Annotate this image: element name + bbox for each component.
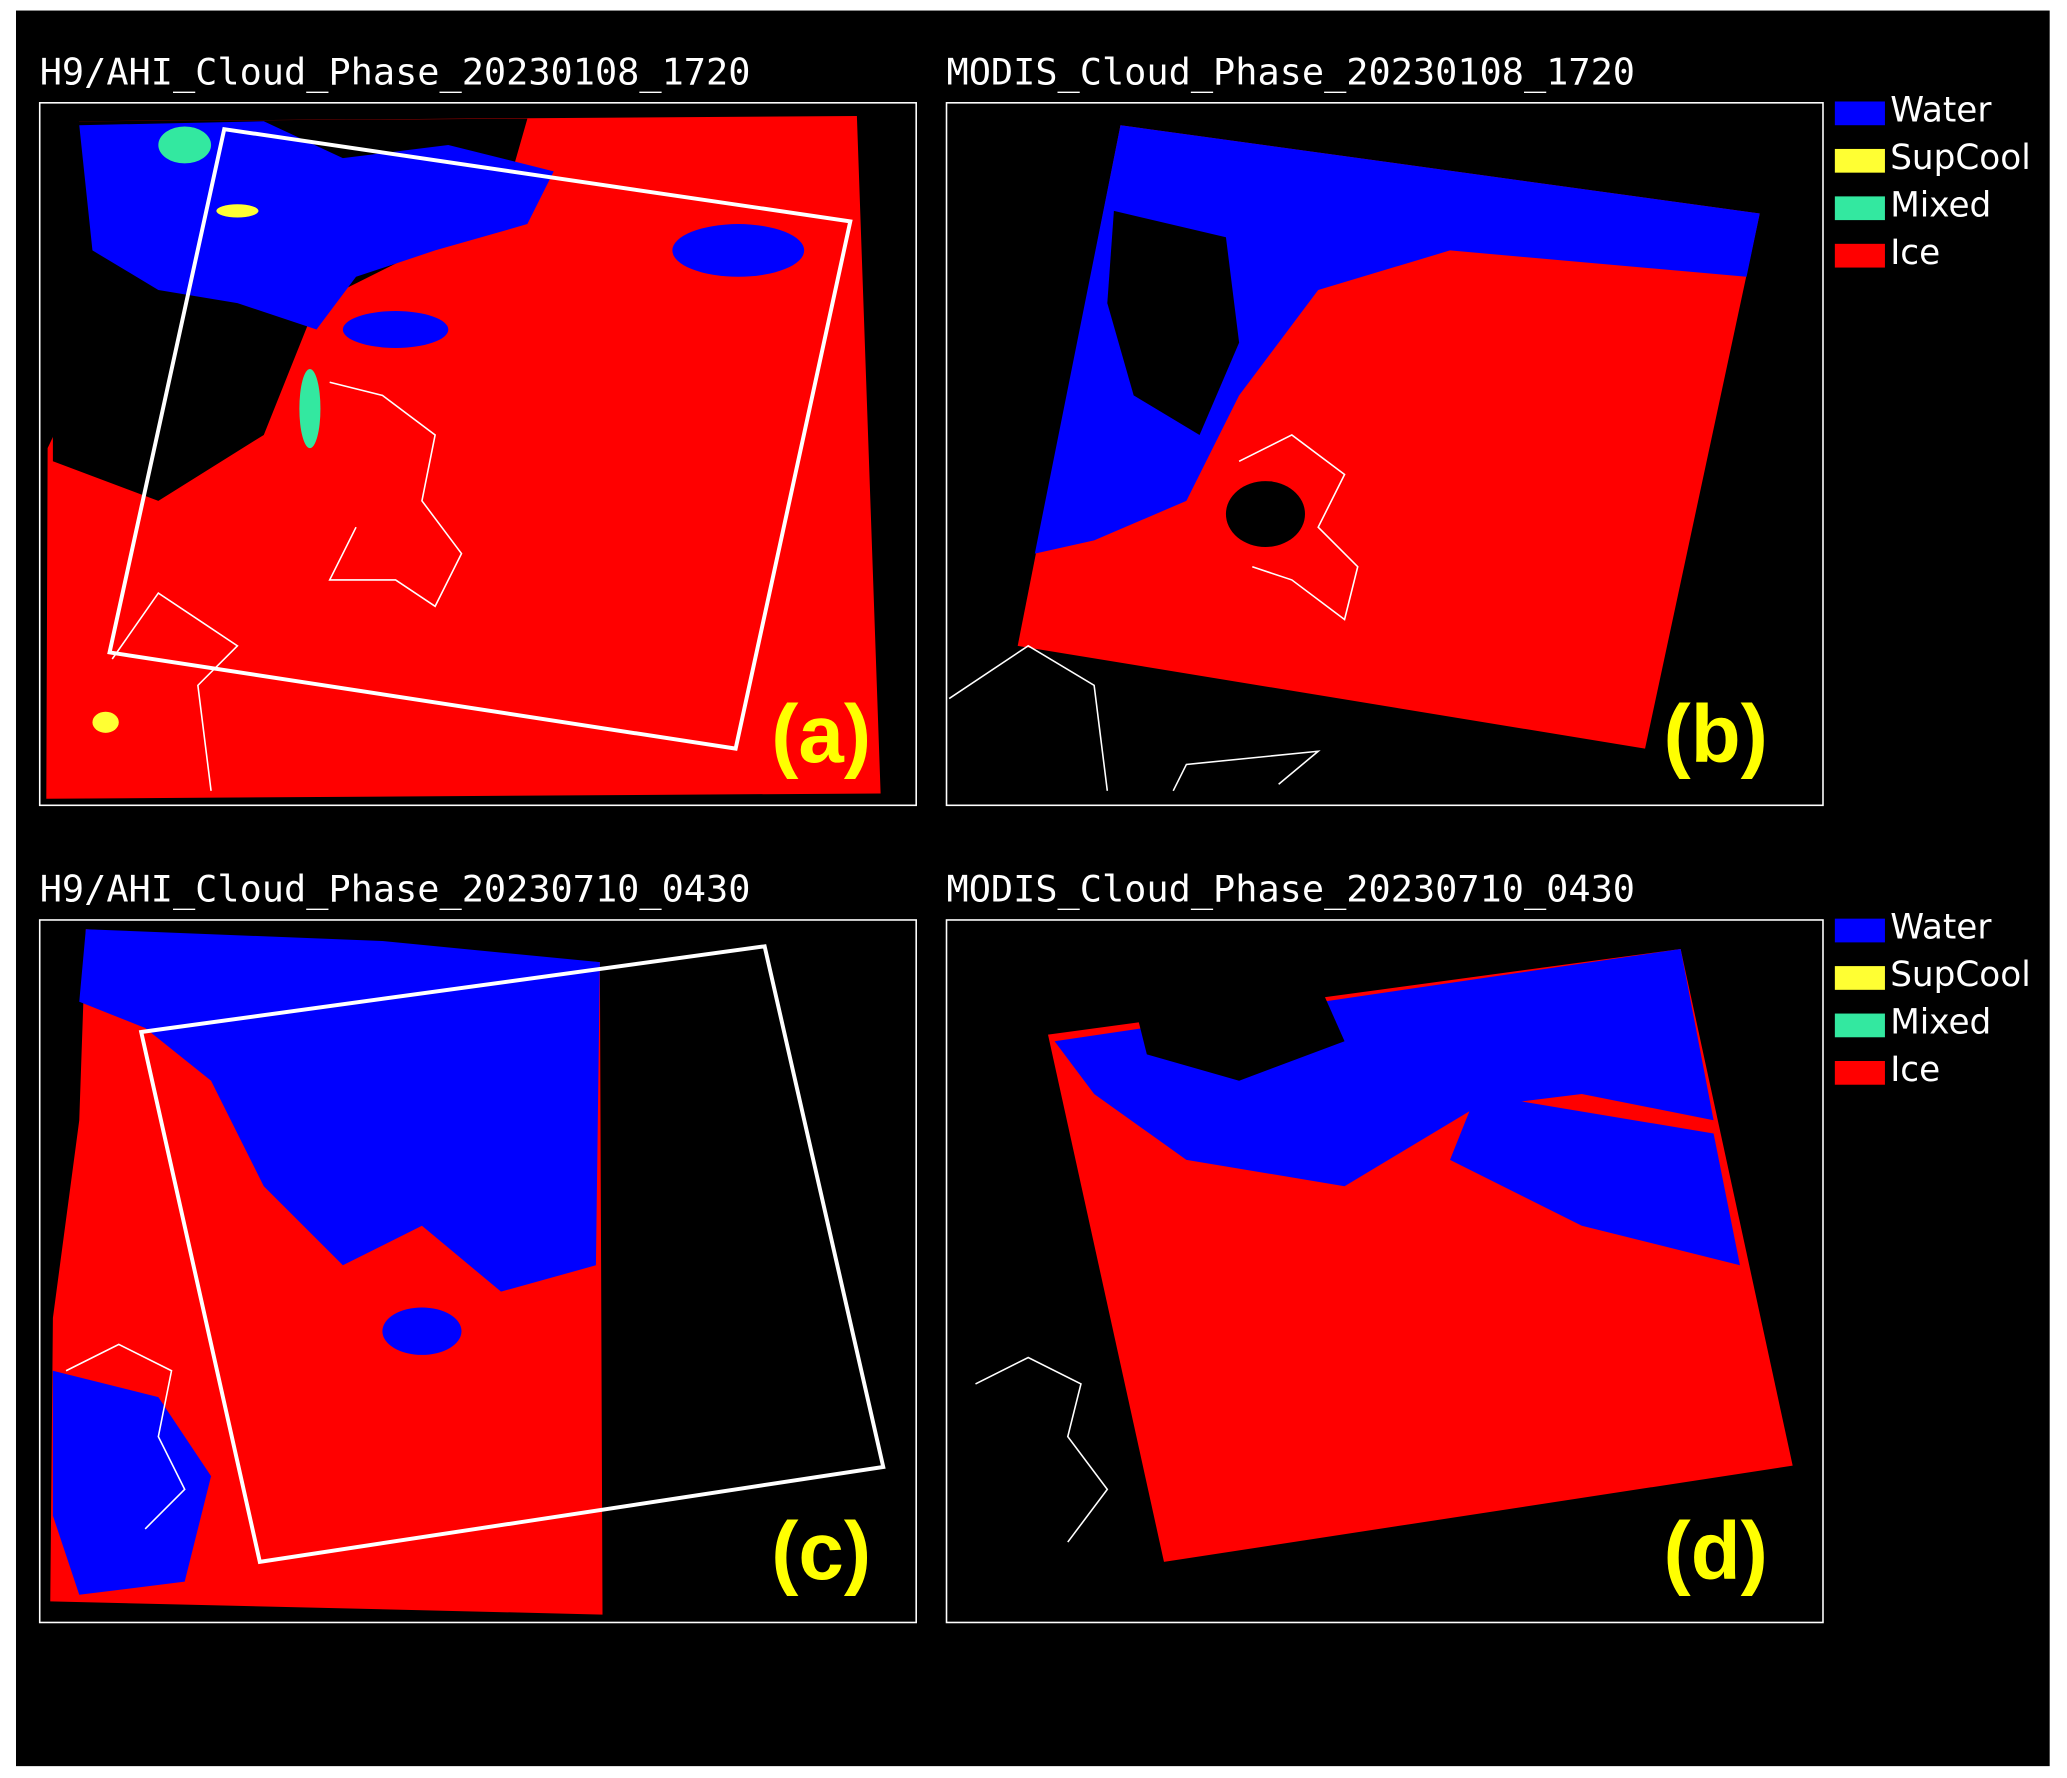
supcool-area <box>216 204 259 218</box>
legend-swatch <box>1834 1061 1885 1085</box>
water-area <box>382 1307 462 1355</box>
water-area <box>1034 125 1760 554</box>
legend-swatch <box>1834 101 1885 126</box>
panel-frame <box>38 102 917 807</box>
overlap-box <box>138 944 886 1565</box>
legend-swatch <box>1834 966 1885 990</box>
panel-label: (d) <box>1664 1506 1768 1597</box>
water-area <box>342 311 449 348</box>
legend-label: Mixed <box>1890 1003 1991 1043</box>
coastline <box>975 1356 1109 1543</box>
legend-label: Water <box>1890 908 1992 948</box>
water-area <box>1449 1093 1740 1266</box>
legend-label: Mixed <box>1890 185 1991 225</box>
panel-frame <box>945 919 1824 1624</box>
water-area <box>52 1370 212 1595</box>
water-area <box>1054 948 1714 1187</box>
panel-label: (c) <box>771 1506 871 1597</box>
legend-swatch <box>1834 243 1885 268</box>
legend-label: SupCool <box>1890 138 2031 178</box>
panel-title: MODIS_Cloud_Phase_20230710_0430 <box>947 868 1636 912</box>
legend-swatch <box>1834 196 1885 221</box>
clear-area <box>1133 981 1345 1081</box>
panel-c: H9/AHI_Cloud_Phase_20230710_0430 (c) <box>38 868 917 1624</box>
legend: Water SupCool Mixed Ice <box>1834 908 2031 1090</box>
legend-swatch <box>1834 918 1885 943</box>
panel-title: MODIS_Cloud_Phase_20230108_1720 <box>947 50 1636 94</box>
coastline <box>328 381 463 608</box>
panel-a: H9/AHI_Cloud_Phase_20230108_1720 (a) <box>38 50 917 807</box>
coastline <box>111 592 239 791</box>
panel-d: MODIS_Cloud_Phase_20230710_0430 (d) Wate… <box>945 868 2031 1624</box>
clear-area <box>1107 210 1240 435</box>
panel-frame <box>38 919 917 1624</box>
coastline <box>1172 750 1321 792</box>
legend-swatch <box>1834 148 1885 173</box>
legend-swatch <box>1834 1013 1885 1038</box>
clear-area <box>1225 481 1306 547</box>
legend-label: Water <box>1890 91 1992 131</box>
coastline <box>1238 434 1359 621</box>
panel-frame <box>945 102 1824 807</box>
panel-title: H9/AHI_Cloud_Phase_20230108_1720 <box>40 50 751 94</box>
panel-label: (b) <box>1664 689 1768 780</box>
water-area <box>79 929 600 1292</box>
coastline <box>65 1343 186 1530</box>
overlap-box <box>107 126 853 751</box>
mixed-area <box>299 369 321 449</box>
legend-label: SupCool <box>1890 955 2031 995</box>
panel-title: H9/AHI_Cloud_Phase_20230710_0430 <box>40 868 751 912</box>
water-area <box>672 224 805 277</box>
water-area <box>79 121 554 330</box>
coastline <box>948 644 1109 791</box>
panel-b: MODIS_Cloud_Phase_20230108_1720 (b) Wate… <box>945 50 2031 807</box>
mixed-area <box>158 126 212 164</box>
supcool-area <box>92 711 119 733</box>
legend: Water SupCool Mixed Ice <box>1834 91 2031 273</box>
panel-label: (a) <box>771 689 871 780</box>
legend-label: Ice <box>1890 1050 1940 1090</box>
legend-label: Ice <box>1890 233 1940 273</box>
